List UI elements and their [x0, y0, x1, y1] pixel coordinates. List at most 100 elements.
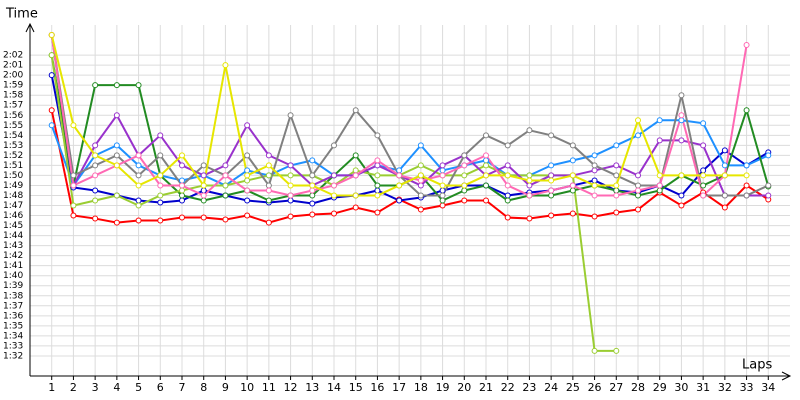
data-point: [331, 172, 337, 179]
data-point: [331, 182, 337, 189]
data-point: [678, 92, 685, 99]
data-point: [569, 182, 576, 189]
data-point: [157, 172, 164, 179]
data-point: [743, 162, 750, 169]
data-point: [200, 172, 207, 179]
data-point: [352, 167, 359, 174]
series-line: [50, 110, 769, 224]
y-tick-label: 1:51: [3, 161, 23, 171]
data-point: [569, 142, 576, 149]
data-point: [417, 172, 424, 179]
data-point: [678, 192, 685, 199]
y-tick-label: 2:00: [3, 71, 23, 81]
data-point: [635, 206, 641, 213]
data-point: [439, 172, 446, 179]
data-point: [179, 177, 185, 184]
data-point: [439, 162, 446, 169]
data-point: [265, 152, 272, 159]
y-tick-label: 1:46: [3, 211, 23, 221]
data-point: [222, 62, 229, 69]
x-tick-label: 17: [392, 381, 406, 394]
data-point: [222, 216, 229, 223]
data-point: [743, 182, 750, 189]
data-point: [678, 172, 685, 179]
data-point: [569, 210, 576, 217]
data-point: [591, 162, 598, 169]
y-tick-label: 1:39: [3, 281, 23, 291]
data-point: [591, 177, 598, 184]
data-point: [656, 117, 663, 124]
data-point: [635, 132, 641, 139]
data-point: [244, 177, 251, 184]
y-tick-label: 1:47: [3, 201, 23, 211]
y-tick-label: 2:02: [3, 51, 23, 61]
data-point: [765, 182, 772, 189]
data-point: [504, 182, 511, 189]
data-point: [222, 182, 229, 189]
data-point: [309, 187, 316, 194]
data-point: [244, 152, 251, 159]
data-point: [374, 157, 381, 164]
data-point: [70, 122, 77, 129]
data-point: [200, 182, 207, 189]
data-point: [331, 142, 337, 149]
data-point: [48, 72, 55, 79]
data-point: [396, 182, 403, 189]
data-point: [331, 210, 337, 217]
x-tick-label: 3: [92, 381, 99, 394]
data-point: [200, 197, 207, 204]
x-tick-label: 22: [501, 381, 515, 394]
data-point: [287, 213, 294, 220]
x-tick-label: 2: [70, 381, 77, 394]
data-point: [613, 172, 620, 179]
data-point: [135, 82, 142, 89]
data-point: [656, 137, 663, 144]
data-point: [309, 200, 316, 207]
data-point: [548, 177, 555, 184]
data-point: [743, 192, 750, 199]
data-point: [374, 192, 381, 199]
data-point: [244, 167, 251, 174]
x-tick-label: 15: [349, 381, 363, 394]
data-point: [113, 152, 120, 159]
data-point: [135, 162, 142, 169]
data-point: [244, 197, 251, 204]
y-tick-label: 1:45: [3, 221, 23, 231]
data-point: [526, 182, 533, 189]
data-point: [179, 197, 185, 204]
data-point: [569, 157, 576, 164]
data-point: [483, 132, 489, 139]
data-point: [48, 52, 55, 59]
y-tick-label: 1:43: [3, 241, 23, 251]
y-tick-label: 1:54: [3, 131, 23, 141]
data-point: [483, 182, 489, 189]
data-point: [526, 127, 533, 134]
y-tick-label: 1:41: [3, 261, 23, 271]
data-point: [504, 214, 511, 221]
data-point: [244, 172, 251, 179]
data-point: [613, 182, 620, 189]
x-tick-label: 11: [262, 381, 276, 394]
x-tick-label: 12: [284, 381, 298, 394]
data-point: [635, 187, 641, 194]
series-line: [50, 119, 769, 188]
data-point: [591, 152, 598, 159]
data-point: [548, 132, 555, 139]
y-axis-arrow: [25, 22, 35, 33]
data-point: [656, 187, 663, 194]
data-point: [548, 192, 555, 199]
data-point: [700, 167, 707, 174]
data-point: [222, 162, 229, 169]
y-tick-label: 1:42: [3, 251, 23, 261]
data-point: [700, 192, 707, 199]
data-point: [92, 197, 99, 204]
data-point: [135, 217, 142, 224]
data-point: [591, 182, 598, 189]
data-point: [569, 187, 576, 194]
data-point: [244, 187, 251, 194]
x-tick-label: 20: [457, 381, 471, 394]
x-tick-label: 5: [135, 381, 142, 394]
y-tick-label: 1:59: [3, 81, 23, 91]
plot-area: [48, 32, 772, 354]
data-point: [70, 202, 77, 209]
